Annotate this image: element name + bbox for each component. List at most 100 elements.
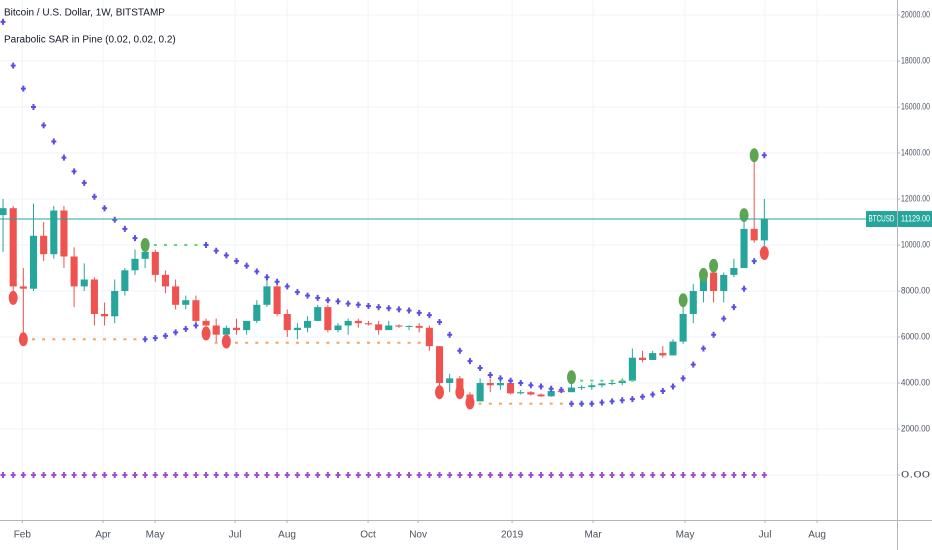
sar-cross bbox=[173, 329, 179, 336]
sar-cross bbox=[467, 471, 473, 478]
candle-body bbox=[720, 274, 728, 291]
sar-cross bbox=[406, 471, 412, 478]
candle-body bbox=[375, 324, 383, 331]
candle-body bbox=[486, 382, 494, 386]
sar-cross bbox=[670, 471, 676, 478]
last-price-box bbox=[898, 211, 932, 228]
sar-cross bbox=[102, 205, 108, 212]
sar-cross bbox=[254, 471, 260, 478]
y-tick-label: 0.00 bbox=[901, 469, 930, 479]
y-tick-label: 20000.00 bbox=[901, 9, 930, 19]
candle-body bbox=[364, 323, 373, 325]
x-tick-label: Mar bbox=[584, 530, 602, 541]
sar-cross bbox=[589, 400, 595, 407]
sar-cross bbox=[406, 307, 412, 314]
sar-cross bbox=[548, 471, 554, 478]
signal-circle bbox=[739, 208, 749, 223]
sar-cross bbox=[234, 471, 240, 478]
sar-cross bbox=[761, 152, 767, 159]
sar-cross bbox=[193, 471, 199, 478]
sar-cross bbox=[711, 331, 717, 338]
sar-cross bbox=[528, 471, 534, 478]
sar-cross bbox=[203, 471, 209, 478]
sar-cross bbox=[619, 471, 625, 478]
candle-body bbox=[212, 325, 220, 335]
y-tick-label: 16000.00 bbox=[901, 101, 930, 111]
sar-cross bbox=[670, 383, 676, 390]
candle-body bbox=[435, 346, 444, 383]
sar-cross bbox=[690, 361, 696, 368]
sar-cross bbox=[234, 258, 240, 265]
sar-cross bbox=[325, 471, 331, 478]
sar-cross bbox=[325, 297, 331, 304]
sar-cross bbox=[386, 305, 392, 312]
sar-cross bbox=[609, 398, 615, 405]
candle-body bbox=[40, 235, 48, 255]
candle-body bbox=[324, 307, 332, 331]
sar-cross bbox=[548, 385, 554, 392]
signal-circle bbox=[709, 258, 719, 273]
signal-circle bbox=[749, 148, 759, 163]
candle-body bbox=[415, 325, 423, 328]
sar-cross bbox=[152, 335, 158, 342]
sar-cross bbox=[102, 471, 108, 478]
candle-body bbox=[476, 382, 484, 402]
sar-cross bbox=[61, 471, 67, 478]
sar-cross bbox=[294, 289, 300, 296]
x-tick-label: May bbox=[146, 530, 165, 541]
candle-body bbox=[507, 382, 515, 394]
candle-body bbox=[202, 320, 210, 326]
sar-cross bbox=[660, 471, 666, 478]
sar-cross bbox=[680, 375, 686, 382]
candle-body bbox=[669, 341, 677, 356]
sar-cross bbox=[437, 471, 443, 478]
candle-body bbox=[517, 392, 525, 394]
sar-cross bbox=[568, 471, 574, 478]
sar-cross bbox=[264, 471, 270, 478]
candle-body bbox=[60, 210, 68, 257]
sar-cross bbox=[183, 325, 189, 332]
signal-circle bbox=[465, 395, 475, 410]
sar-cross bbox=[731, 304, 737, 311]
candle-body bbox=[547, 391, 555, 397]
x-tick-label: Jul bbox=[759, 530, 772, 541]
sar-cross bbox=[568, 400, 574, 407]
sar-cross bbox=[508, 471, 514, 478]
candle-body bbox=[527, 392, 535, 395]
sar-cross bbox=[81, 179, 87, 186]
x-tick-label: May bbox=[676, 530, 695, 541]
candle-body bbox=[222, 327, 230, 335]
x-tick-label: Apr bbox=[95, 530, 111, 541]
sar-cross bbox=[152, 471, 158, 478]
sar-cross bbox=[162, 471, 168, 478]
sar-cross bbox=[142, 471, 148, 478]
signal-circle bbox=[221, 334, 231, 349]
candle-body bbox=[730, 267, 738, 275]
sar-cross bbox=[528, 382, 534, 389]
candle-body bbox=[121, 270, 129, 291]
sar-cross bbox=[132, 235, 138, 242]
sar-cross bbox=[589, 471, 595, 478]
candle-body bbox=[192, 300, 200, 321]
sar-cross bbox=[477, 471, 483, 478]
sar-cross bbox=[447, 331, 453, 338]
candle-body bbox=[29, 235, 38, 289]
sar-cross bbox=[122, 471, 128, 478]
sar-cross bbox=[467, 358, 473, 365]
sar-cross bbox=[274, 471, 280, 478]
candle-body bbox=[111, 290, 119, 317]
sar-cross bbox=[477, 365, 483, 372]
sar-cross bbox=[538, 471, 544, 478]
sar-cross bbox=[30, 471, 36, 478]
candle-body bbox=[182, 300, 190, 305]
sar-cross bbox=[51, 471, 57, 478]
sar-cross bbox=[254, 268, 260, 275]
sar-cross bbox=[660, 388, 666, 395]
sar-cross bbox=[487, 471, 493, 478]
sar-cross bbox=[305, 471, 311, 478]
sar-cross bbox=[761, 471, 767, 478]
sar-cross bbox=[396, 471, 402, 478]
candle-body bbox=[253, 304, 261, 321]
sar-cross bbox=[416, 471, 422, 478]
